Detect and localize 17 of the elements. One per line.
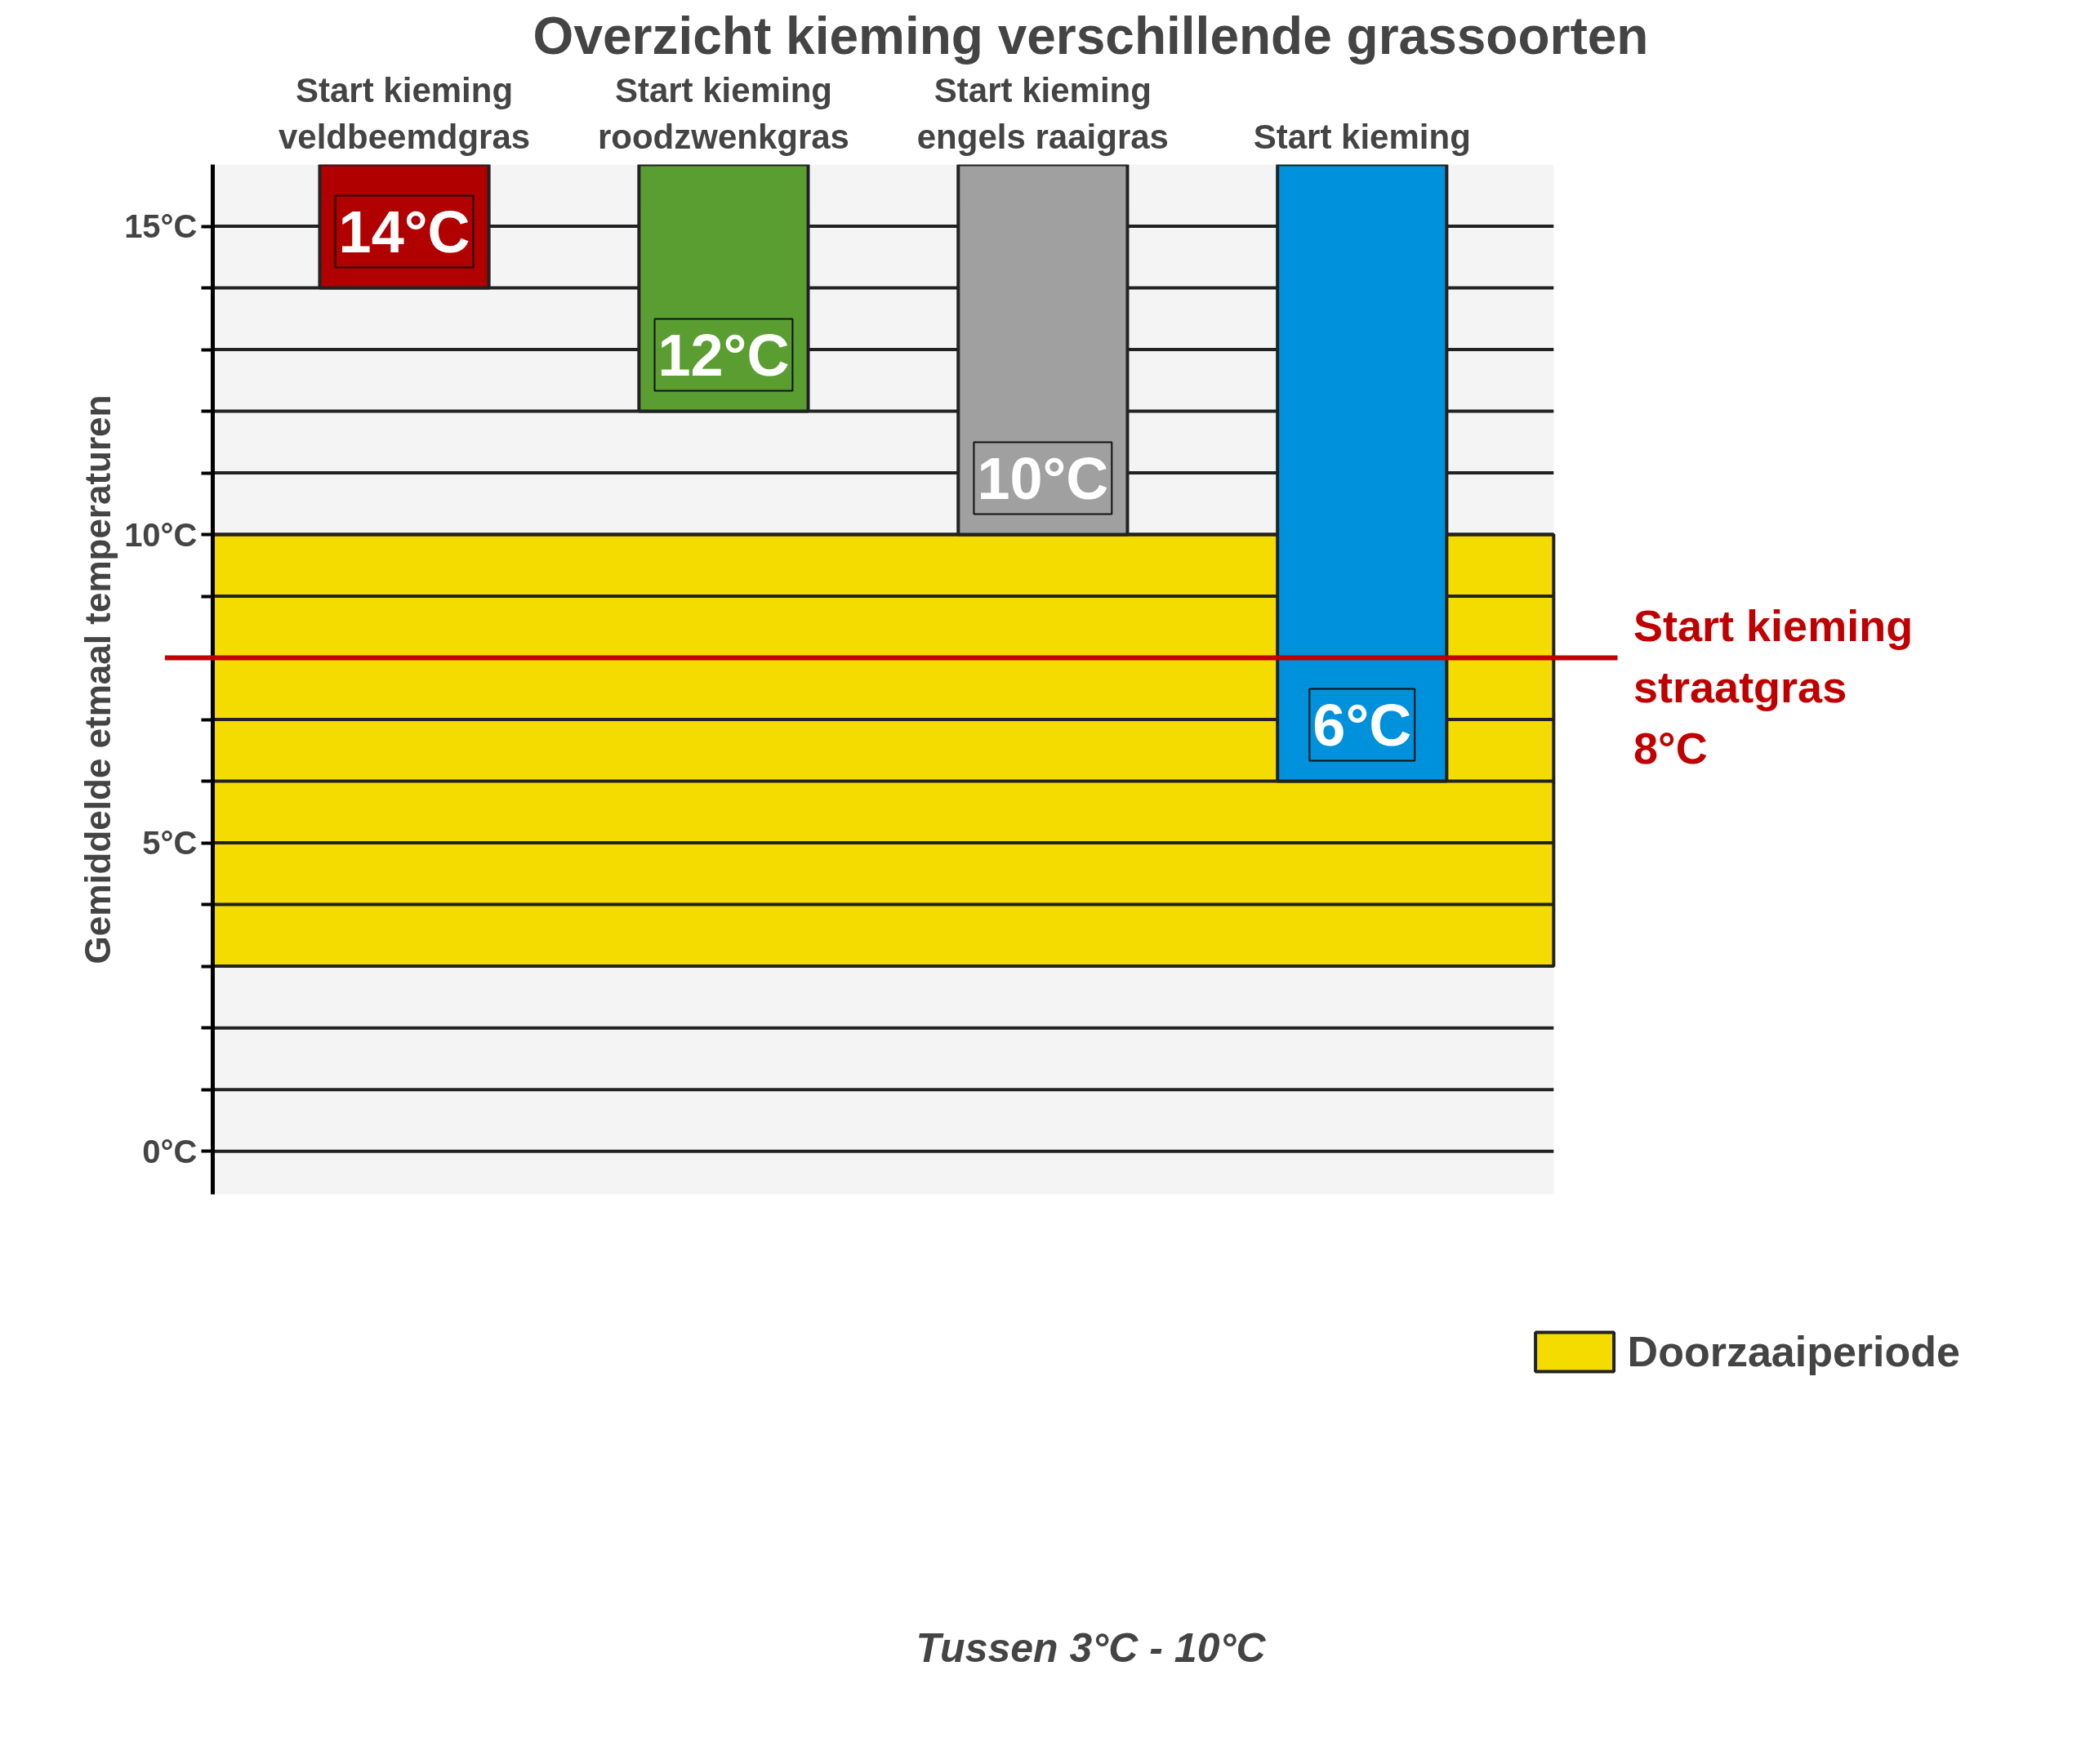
y-axis-title: Gemiddelde etmaal temperaturen (78, 394, 118, 964)
x-tick-label: Start kieming veldbeemdgras (278, 71, 531, 156)
annotation: 14°C (338, 198, 470, 265)
annotation: 6°C (1312, 692, 1412, 758)
ref-line-label: Start kieming straatgras 8°C (1633, 600, 1914, 773)
legend-label: Doorzaaiperiode (1627, 1327, 1960, 1377)
text: Tussen 3°C - 10°C (916, 1624, 1267, 1671)
chart-title: Overzicht kieming verschillende grassoorten (533, 6, 1649, 65)
x-tick-label: Start kieming (1253, 117, 1471, 156)
x-tick-label: Start kieming roodzwenkgras (597, 71, 849, 156)
y-tick-label: 5°C (142, 825, 198, 862)
y-tick-label: 15°C (124, 208, 198, 245)
y-tick-label: 10°C (124, 516, 198, 553)
annotation: 12°C (657, 322, 790, 388)
annotation: 10°C (977, 445, 1109, 511)
x-tick-label: Start kieming engels raaigras (916, 71, 1169, 156)
y-tick-label: 0°C (142, 1133, 198, 1169)
